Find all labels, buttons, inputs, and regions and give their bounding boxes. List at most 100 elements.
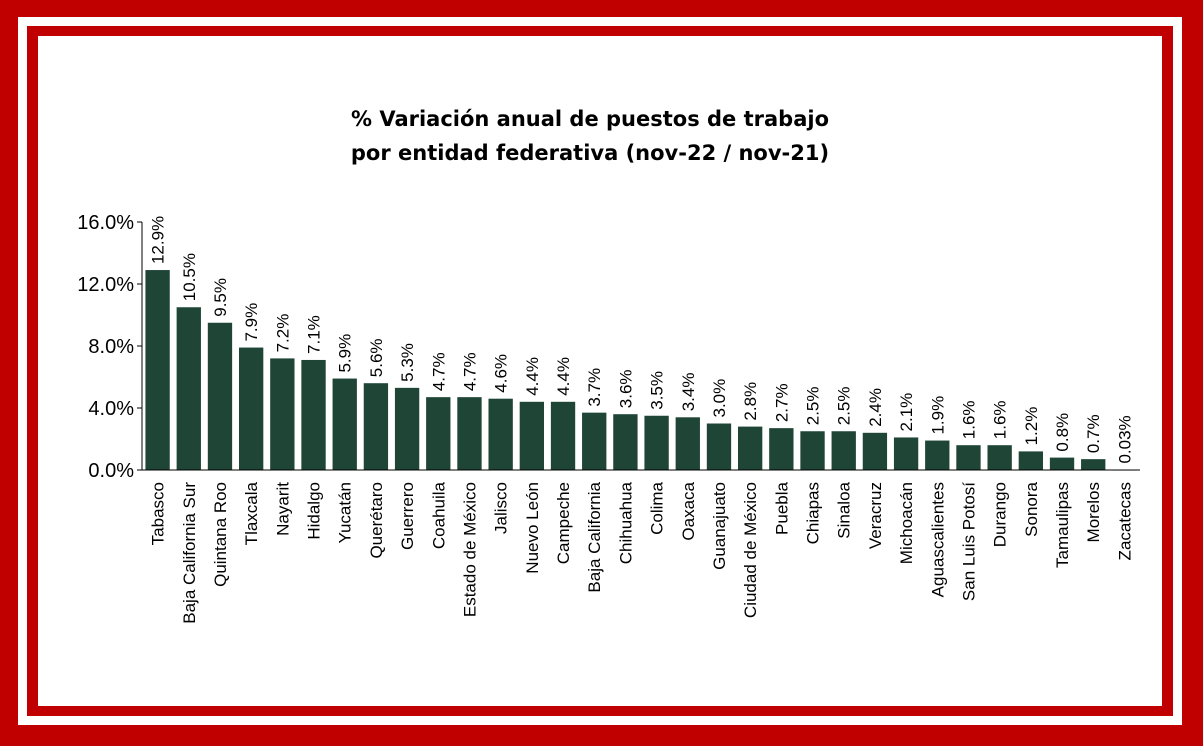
bar-chart: 0.0% 4.0% 8.0% 12.0% 16.0% 12.9% Tabasco 10.5% B… <box>77 212 1140 624</box>
data-label: 4.6% <box>492 354 511 393</box>
category-label: Baja California <box>585 481 604 592</box>
category-label: Aguascalientes <box>928 482 947 597</box>
bar <box>925 440 950 470</box>
category-label: Campeche <box>554 482 573 564</box>
category-label: Tlaxcala <box>242 481 261 545</box>
bar <box>862 432 888 470</box>
bar <box>737 426 763 470</box>
category-label: Coahuila <box>429 481 448 549</box>
data-label: 0.7% <box>1084 414 1103 453</box>
data-label: 9.5% <box>211 278 230 317</box>
bar <box>457 397 482 470</box>
data-label: 10.5% <box>180 253 199 301</box>
bar <box>488 398 513 470</box>
chart-title-line-2: por entidad federativa (nov-22 / nov-21) <box>350 141 830 165</box>
category-label: Estado de México <box>460 482 479 617</box>
data-label: 2.8% <box>741 382 760 421</box>
bar <box>769 428 794 470</box>
category-label: Baja California Sur <box>180 482 199 624</box>
bar <box>519 401 545 470</box>
data-label: 5.9% <box>336 334 355 373</box>
bar <box>301 359 326 470</box>
y-tick-label: 0.0% <box>88 460 134 482</box>
data-label: 1.6% <box>991 400 1010 439</box>
data-label: 12.9% <box>149 216 168 264</box>
data-label: 4.4% <box>523 357 542 396</box>
bar <box>363 383 389 470</box>
data-label: 3.5% <box>648 371 667 410</box>
category-label: Chiapas <box>804 482 823 544</box>
data-label: 4.4% <box>554 357 573 396</box>
category-label: Veracruz <box>866 482 885 549</box>
bar <box>332 378 357 470</box>
category-label: Guanajuato <box>710 482 729 570</box>
bar <box>987 445 1012 470</box>
data-label: 4.7% <box>429 352 448 391</box>
category-label: Yucatán <box>336 482 355 543</box>
data-label: 2.5% <box>835 387 854 426</box>
category-label: Nuevo León <box>523 482 542 574</box>
data-label: 7.9% <box>242 303 261 342</box>
data-label: 2.5% <box>804 387 823 426</box>
bar <box>207 322 233 470</box>
category-label: Sinaloa <box>835 481 854 538</box>
data-label: 3.0% <box>710 379 729 418</box>
data-label: 2.7% <box>772 383 791 422</box>
bar <box>550 401 576 470</box>
data-label: 3.7% <box>585 368 604 407</box>
bar <box>613 414 638 470</box>
data-label: 7.2% <box>273 314 292 353</box>
chart-title-line-1: % Variación anual de puestos de trabajo <box>350 107 829 131</box>
category-label: Querétaro <box>367 482 386 559</box>
chart-title: % Variación anual de puestos de trabajo … <box>38 102 1142 170</box>
data-label: 3.6% <box>616 369 635 408</box>
bar <box>238 347 264 470</box>
category-label: Ciudad de México <box>741 482 760 618</box>
bar <box>956 445 981 470</box>
category-label: Colima <box>648 481 667 534</box>
y-tick-label: 16.0% <box>77 212 134 234</box>
data-label: 0.8% <box>1053 413 1072 452</box>
category-label: Jalisco <box>492 482 511 534</box>
category-label: Quintana Roo <box>211 482 230 587</box>
data-label: 2.1% <box>897 393 916 432</box>
bar <box>706 423 732 470</box>
data-label: 4.7% <box>460 352 479 391</box>
bar <box>145 270 170 470</box>
y-tick-label: 8.0% <box>88 336 134 358</box>
data-label: 5.6% <box>367 338 386 377</box>
category-label: Zacatecas <box>1115 482 1134 560</box>
category-label: Hidalgo <box>305 482 324 540</box>
category-label: Chihuahua <box>616 481 635 564</box>
bar <box>831 431 856 470</box>
category-label: Sonora <box>1022 481 1041 536</box>
data-label: 7.1% <box>305 315 324 354</box>
category-label: Durango <box>991 482 1010 547</box>
bar <box>644 415 669 470</box>
bar <box>893 437 919 470</box>
data-label: 0.03% <box>1115 415 1134 463</box>
data-label: 1.2% <box>1022 407 1041 446</box>
category-label: Nayarit <box>273 482 292 536</box>
data-label: 1.6% <box>959 400 978 439</box>
category-label: Guerrero <box>398 482 417 550</box>
y-tick-label: 12.0% <box>77 274 134 296</box>
category-label: Tabasco <box>149 482 168 545</box>
chart-panel: % Variación anual de puestos de trabajo … <box>38 36 1162 706</box>
bar <box>394 387 420 470</box>
bar <box>800 431 825 470</box>
data-label: 1.9% <box>928 396 947 435</box>
data-label: 5.3% <box>398 343 417 382</box>
category-label: Puebla <box>772 481 791 534</box>
y-tick-label: 4.0% <box>88 398 134 420</box>
bar <box>1049 457 1075 470</box>
bar <box>1018 451 1044 470</box>
category-label: Tamaulipas <box>1053 482 1072 568</box>
bar <box>582 412 607 470</box>
category-label: Morelos <box>1084 482 1103 542</box>
category-label: Oaxaca <box>679 481 698 540</box>
bar <box>426 397 451 470</box>
data-label: 3.4% <box>679 373 698 412</box>
data-label: 2.4% <box>866 388 885 427</box>
bar <box>176 307 201 470</box>
